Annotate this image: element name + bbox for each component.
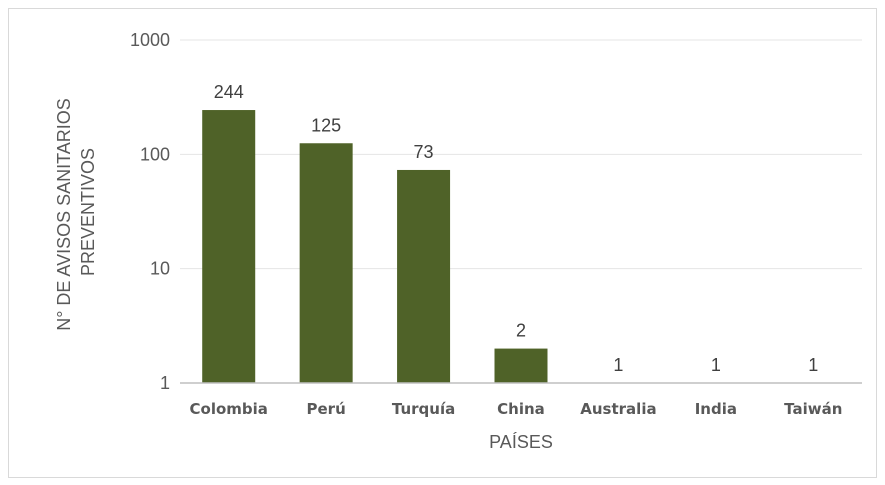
bar-value-label: 2 <box>516 321 526 341</box>
y-tick-label: 100 <box>140 144 170 164</box>
bar-value-label: 244 <box>214 82 244 102</box>
x-tick-label: India <box>695 400 737 418</box>
x-tick-label: Taiwán <box>784 400 842 418</box>
x-tick-label: Turquía <box>392 400 455 418</box>
x-axis-ticks: Colombia Perú Turquía China Australia India Ta… <box>190 400 843 418</box>
gridlines <box>180 39 862 270</box>
y-axis-title-line-1: N° DE AVISOS SANITARIOS <box>54 98 74 331</box>
bar <box>397 169 451 383</box>
bars <box>202 110 548 384</box>
y-axis-ticks: 1 10 100 1000 <box>130 30 170 393</box>
bar-value-label: 125 <box>311 115 341 135</box>
x-tick-label: Colombia <box>190 400 268 418</box>
x-axis-title: PAÍSES <box>489 432 553 452</box>
bar <box>494 348 548 383</box>
y-axis-title-line-2: PREVENTIVOS <box>78 148 98 276</box>
bar-value-label: 1 <box>808 355 818 375</box>
y-tick-label: 1 <box>160 373 170 393</box>
x-tick-label: Perú <box>307 400 346 418</box>
x-tick-label: China <box>497 400 545 418</box>
y-tick-label: 1000 <box>130 30 170 50</box>
x-tick-label: Australia <box>580 400 656 418</box>
y-axis-title: N° DE AVISOS SANITARIOS PREVENTIVOS <box>54 93 98 331</box>
bar-value-label: 73 <box>414 142 434 162</box>
bar-value-label: 1 <box>711 355 721 375</box>
bar <box>202 110 256 384</box>
bar-value-label: 1 <box>613 355 623 375</box>
y-tick-label: 10 <box>150 259 170 279</box>
bar <box>299 143 353 383</box>
